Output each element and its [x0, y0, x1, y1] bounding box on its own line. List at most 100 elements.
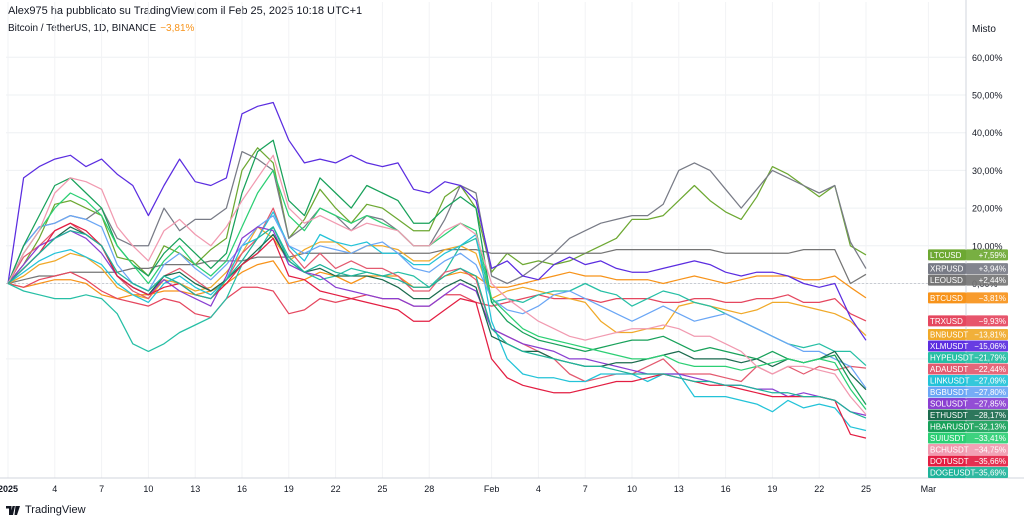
series-tag-name-bg — [928, 340, 966, 352]
series-tag-name: ADAUSDT — [930, 365, 968, 374]
series-tag-value: −22,44% — [974, 365, 1006, 374]
footer-bar — [0, 500, 1024, 521]
series-tag-value-bg — [966, 444, 1008, 455]
series-tag-name-bg — [928, 421, 966, 432]
series-tag-value-bg — [966, 375, 1008, 386]
comparison-chart[interactable]: 60,00%50,00%40,00%30,00%20,00%10,00%0,00… — [0, 0, 1024, 500]
series-tag-name-bg — [928, 467, 966, 478]
x-tick-label: 13 — [674, 484, 684, 494]
y-tick-label: 40,00% — [972, 128, 1003, 138]
series-tag-ethusdt: ETHUSDT −28,17% — [928, 409, 1008, 421]
publication-bar: Alex975 ha pubblicato su TradingView.com… — [0, 0, 1024, 20]
series-tag-name: XRPUSD — [930, 265, 964, 274]
x-tick-label: 7 — [583, 484, 588, 494]
series-tag-bgbusdt: BGBUSDT −27,80% — [928, 386, 1008, 398]
series-tag-bchusdt: BCHUSDT −34,75% — [928, 444, 1008, 455]
x-tick-label: 10 — [627, 484, 637, 494]
series-line-ethusdt — [7, 226, 867, 391]
publisher-text: Alex975 ha pubblicato su TradingView.com… — [8, 5, 363, 17]
series-tag-name-bg — [928, 363, 966, 375]
x-tick-label: 25 — [861, 484, 871, 494]
series-tag-name: XLMUSDT — [930, 342, 968, 351]
series-tag-value: −13,81% — [974, 331, 1006, 340]
series-tag-name: DOGEUSDT — [930, 469, 975, 478]
symbol-legend[interactable]: Bitcoin / TetherUS, 1D, BINANCE −3,81% — [8, 23, 194, 34]
series-tag-dotusdt: DOTUSDT −35,66% — [928, 455, 1008, 467]
x-tick-label: 28 — [424, 484, 434, 494]
series-tag-name: LINKUSDT — [930, 377, 970, 386]
tradingview-logo[interactable]: TradingView — [6, 504, 86, 516]
series-tag-value: +3,94% — [979, 265, 1006, 274]
chart-grid — [0, 0, 1024, 479]
series-tag-value-bg — [966, 340, 1008, 352]
series-tag-value: −9,93% — [979, 317, 1006, 326]
series-tag-xlmusdt: XLMUSDT −15,06% — [928, 340, 1008, 352]
series-tag-name-bg — [928, 398, 966, 409]
series-tag-name-bg — [928, 249, 966, 261]
series-tag-adausdt: ADAUSDT −22,44% — [928, 363, 1008, 375]
series-tag-name: BGBUSDT — [930, 388, 969, 397]
y-tick-label: 60,00% — [972, 53, 1003, 63]
series-tag-dogeusdt: DOGEUSDT−35,69% — [928, 467, 1008, 478]
symbol-change: −3,81% — [160, 23, 195, 34]
series-tag-suiusdt: SUIUSDT −33,41% — [928, 432, 1008, 444]
series-tag-value: −15,06% — [974, 342, 1006, 351]
series-tag-xrpusd: XRPUSD +3,94% — [928, 263, 1008, 275]
series-line-linkusdt — [7, 211, 867, 432]
series-tag-value: −33,41% — [974, 434, 1006, 443]
series-tag-name: HBARUSDT — [930, 423, 974, 432]
series-tag-name-bg — [928, 409, 966, 421]
series-tag-name: BNBUSDT — [930, 331, 968, 340]
series-tag-name-bg — [928, 352, 966, 363]
series-tag-value-bg — [966, 352, 1008, 363]
series-tag-name: LEOUSD — [930, 276, 963, 285]
series-line-ltcusd — [7, 147, 867, 284]
series-tag-value: −35,66% — [974, 457, 1006, 466]
series-tag-value: −3,81% — [979, 294, 1006, 303]
x-tick-label: Feb — [484, 484, 500, 494]
series-tag-name-bg — [928, 444, 966, 455]
x-tick-label: 4 — [536, 484, 541, 494]
series-line-hypeusdt — [7, 226, 867, 367]
y-tick-label: 30,00% — [972, 166, 1003, 176]
y-tick-label: 50,00% — [972, 91, 1003, 101]
series-tag-leousd: LEOUSD +2,44% — [928, 274, 1008, 286]
series-tag-value: −27,80% — [974, 388, 1006, 397]
series-tag-name: BTCUSD — [930, 294, 963, 303]
series-tag-name-bg — [928, 263, 966, 275]
series-tag-name: HYPEUSDT — [930, 354, 974, 363]
x-tick-label: 7 — [99, 484, 104, 494]
series-tag-value-bg — [966, 409, 1008, 421]
series-tag-name-bg — [928, 274, 966, 286]
x-tick-label: 19 — [767, 484, 777, 494]
series-tag-name: DOTUSDT — [930, 457, 969, 466]
x-tick-label: 25 — [377, 484, 387, 494]
symbol-title: Bitcoin / TetherUS, 1D, BINANCE — [8, 23, 157, 34]
series-tag-name: SOLUSDT — [930, 400, 968, 409]
series-tag-value: −21,79% — [974, 354, 1006, 363]
series-tag-value-bg — [966, 292, 1008, 304]
series-tag-bnbusdt: BNBUSDT −13,81% — [928, 329, 1008, 340]
series-tag-ltcusd: LTCUSD +7,59% — [928, 249, 1008, 261]
series-tag-name: ETHUSDT — [930, 411, 968, 420]
x-tick-label: 16 — [237, 484, 247, 494]
scale-mode-label[interactable]: Misto — [972, 24, 996, 35]
series-tag-name: SUIUSDT — [930, 434, 965, 443]
chart-series — [7, 101, 867, 439]
brand-text: TradingView — [25, 504, 86, 516]
series-tag-value-bg — [966, 398, 1008, 409]
series-tag-hbarusdt: HBARUSDT −32,13% — [928, 421, 1008, 432]
series-tag-value-bg — [966, 249, 1008, 261]
series-tag-linkusdt: LINKUSDT −27,09% — [928, 375, 1008, 386]
x-tick-label: 22 — [814, 484, 824, 494]
series-line-suiusdt — [7, 169, 867, 410]
y-tick-label: 10,00% — [972, 241, 1003, 251]
series-tag-value: −34,75% — [974, 446, 1006, 455]
series-tag-value-bg — [966, 329, 1008, 340]
series-tag-name-bg — [928, 386, 966, 398]
chart-axes: 60,00%50,00%40,00%30,00%20,00%10,00%0,00… — [0, 53, 1008, 494]
series-tag-solusdt: SOLUSDT −27,85% — [928, 398, 1008, 409]
x-tick-label: 16 — [721, 484, 731, 494]
series-line-dogeusdt — [7, 226, 867, 419]
series-tag-name-bg — [928, 315, 966, 327]
